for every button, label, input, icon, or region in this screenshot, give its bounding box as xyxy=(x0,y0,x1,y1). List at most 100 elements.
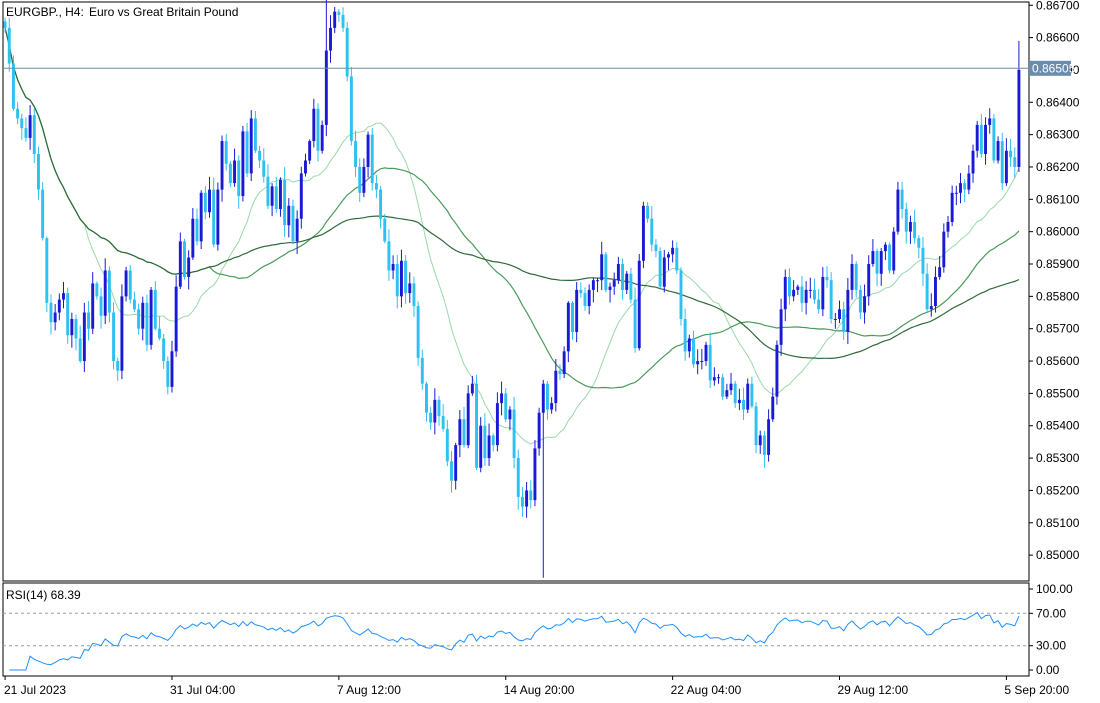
candle-body xyxy=(233,160,237,184)
price-tick-label: 0.85800 xyxy=(1036,289,1080,303)
current-price-badge xyxy=(1029,60,1071,76)
candle-body xyxy=(554,370,558,404)
price-tick-label: 0.85600 xyxy=(1036,354,1080,368)
candle-body xyxy=(291,205,295,242)
candle-body xyxy=(1004,150,1008,184)
candle-body xyxy=(45,238,49,303)
candle-body xyxy=(333,11,337,28)
candle-body xyxy=(637,260,641,349)
candle-body xyxy=(587,289,591,307)
candle-body xyxy=(942,231,946,268)
candle-body xyxy=(7,27,11,64)
candle-body xyxy=(1009,150,1013,158)
candle-body xyxy=(963,183,967,190)
price-tick-label: 0.85300 xyxy=(1036,451,1080,465)
candle-body xyxy=(892,231,896,271)
candle-body xyxy=(399,260,403,297)
candle-body xyxy=(458,419,462,446)
candle-body xyxy=(270,186,274,206)
candle-body xyxy=(500,393,504,404)
candle-body xyxy=(3,21,7,28)
candle-body xyxy=(287,205,291,226)
candle-body xyxy=(854,264,858,290)
candle-body xyxy=(124,270,128,297)
candle-body xyxy=(829,280,833,319)
candle-body xyxy=(187,257,191,277)
candle-body xyxy=(420,357,424,384)
candle-body xyxy=(153,289,157,329)
time-tick-label: 14 Aug 20:00 xyxy=(504,683,575,697)
candle-body xyxy=(771,396,775,420)
candle-body xyxy=(833,318,837,320)
candle-body xyxy=(971,150,975,174)
candle-body xyxy=(345,27,349,77)
current-price-label: 0.86505 xyxy=(1032,61,1076,75)
candle-body xyxy=(91,283,95,329)
rsi-panel-frame xyxy=(2,582,1030,677)
moving-averages xyxy=(4,27,1020,445)
candle-body xyxy=(358,166,362,193)
candle-body xyxy=(571,302,574,332)
candle-body xyxy=(241,131,245,197)
candle-body xyxy=(78,338,82,362)
candle-body xyxy=(520,496,524,507)
moving-average-line-3 xyxy=(4,27,1020,360)
candle-body xyxy=(11,63,15,109)
candle-body xyxy=(792,289,796,297)
candle-body xyxy=(425,383,428,413)
candle-body xyxy=(583,293,587,307)
candle-body xyxy=(208,189,211,213)
candle-body xyxy=(354,141,358,167)
candle-body xyxy=(470,383,474,394)
candle-body xyxy=(170,351,174,387)
candle-body xyxy=(796,286,800,290)
time-tick-label: 5 Sep 20:00 xyxy=(1004,683,1069,697)
candle-body xyxy=(437,399,441,417)
price-axis: 0.867000.866000.865000.864000.863000.862… xyxy=(1029,0,1080,562)
candle-body xyxy=(946,221,950,232)
candle-body xyxy=(683,318,687,352)
candle-body xyxy=(929,306,933,310)
candle-body xyxy=(341,14,345,28)
candle-body xyxy=(103,270,107,316)
candle-body xyxy=(145,302,149,345)
candle-body xyxy=(49,302,53,323)
candle-body xyxy=(813,289,816,300)
candle-body xyxy=(817,299,821,310)
candle-body xyxy=(629,273,633,300)
candle-body xyxy=(800,286,804,303)
time-tick-label: 7 Aug 12:00 xyxy=(337,683,401,697)
candle-body xyxy=(237,160,241,197)
candle-body xyxy=(954,192,958,194)
candle-body xyxy=(604,254,608,290)
candle-body xyxy=(57,299,61,313)
candle-body xyxy=(783,276,787,310)
candle-body xyxy=(579,289,583,294)
candle-body xyxy=(28,115,32,138)
price-tick-label: 0.85000 xyxy=(1036,548,1080,562)
candle-body xyxy=(312,108,316,142)
candle-body xyxy=(516,458,520,497)
candle-body xyxy=(508,409,512,420)
candle-body xyxy=(70,318,74,336)
time-tick-label: 31 Jul 04:00 xyxy=(170,683,236,697)
candle-body xyxy=(938,267,942,277)
rsi-line xyxy=(9,611,1020,671)
candle-body xyxy=(137,309,141,329)
candle-body xyxy=(959,183,962,193)
candle-body xyxy=(692,338,695,365)
candle-body xyxy=(441,416,445,429)
time-axis: 21 Jul 2023 31 Jul 04:00 7 Aug 12:00 14 Aug… xyxy=(4,676,1069,697)
candle-body xyxy=(904,209,908,232)
candle-body xyxy=(625,273,629,290)
candle-body xyxy=(366,134,370,167)
candle-body xyxy=(558,370,562,374)
price-tick-label: 0.86000 xyxy=(1036,225,1080,239)
candle-body xyxy=(838,309,841,319)
candle-body xyxy=(141,302,145,329)
chart-symbol: EURGBP., H4: xyxy=(6,5,84,19)
candle-body xyxy=(24,128,28,138)
candle-body xyxy=(775,344,779,397)
